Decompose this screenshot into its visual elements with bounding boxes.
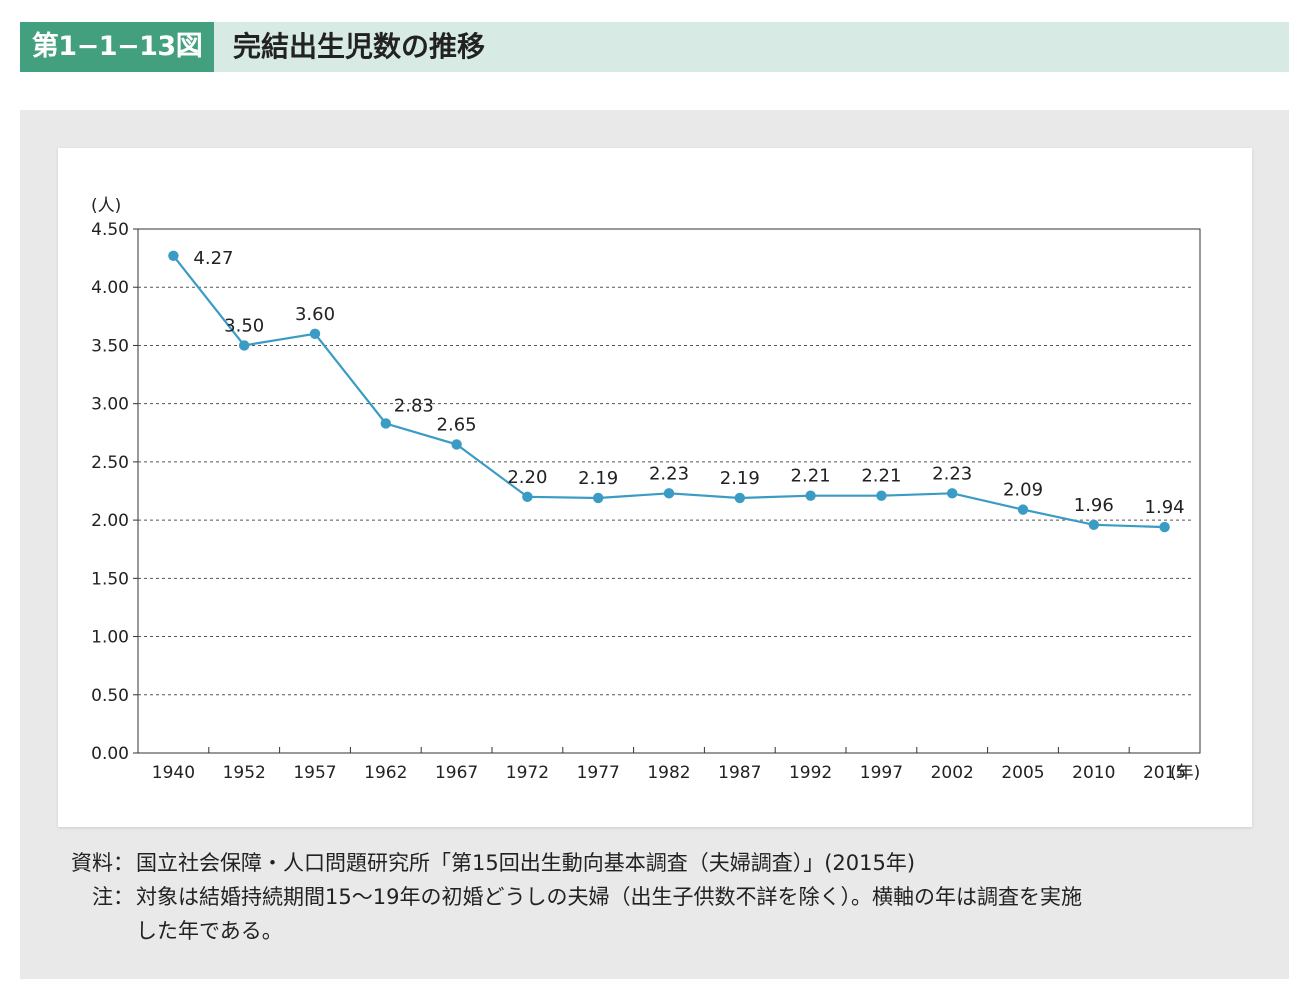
data-point — [239, 340, 250, 351]
x-tick-label: 2010 — [1072, 763, 1115, 783]
x-tick-label: 1952 — [223, 763, 266, 783]
y-axis-unit: (人) — [91, 196, 121, 216]
data-point — [947, 488, 958, 499]
data-point — [1088, 519, 1100, 530]
data-label: 4.27 — [193, 248, 233, 269]
data-label: 1.94 — [1145, 497, 1185, 518]
data-point — [168, 250, 179, 261]
data-point — [1159, 521, 1170, 533]
y-tick-label: 2.00 — [91, 511, 129, 531]
data-label: 2.83 — [394, 395, 434, 416]
x-tick-label: 1967 — [435, 763, 478, 783]
data-point — [805, 490, 816, 501]
chart-card: 0.00 0.50 1.00 1.50 2.00 2.50 3.00 3.50 4.00 4.50… — [58, 148, 1252, 827]
data-label: 2.65 — [437, 414, 477, 435]
x-tick-label: 2015 — [1143, 763, 1186, 783]
data-label: 2.20 — [507, 467, 547, 488]
line-chart: 0.00 0.50 1.00 1.50 2.00 2.50 3.00 3.50 4.00 4.50… — [91, 196, 1201, 783]
x-tick-label: 1997 — [860, 763, 903, 783]
x-tick-label: 1957 — [293, 763, 336, 783]
x-tick-label: 1940 — [152, 763, 195, 783]
y-tick-label: 1.50 — [91, 569, 129, 589]
data-label: 2.21 — [861, 466, 901, 487]
x-tick-label: 1977 — [577, 763, 620, 783]
note-label: 注： — [92, 885, 134, 909]
x-tick-label: 1972 — [506, 763, 549, 783]
data-point — [663, 488, 675, 499]
x-tick-label: 1992 — [789, 763, 832, 783]
data-label: 2.19 — [720, 468, 760, 489]
data-label: 3.50 — [224, 315, 264, 336]
note-text-line-1: 対象は結婚持続期間15〜19年の初婚どうしの夫婦（出生子供数不詳を除く）。横軸の… — [136, 885, 1082, 909]
data-point — [380, 418, 391, 429]
data-label: 2.21 — [791, 466, 831, 487]
y-tick-label: 2.50 — [91, 453, 129, 473]
y-tick-label: 0.00 — [91, 744, 129, 764]
figure-title: 完結出生児数の推移 — [233, 30, 486, 63]
data-label: 2.09 — [1003, 480, 1043, 501]
x-tick-label: 1987 — [718, 763, 761, 783]
plot-area-frame — [137, 228, 1201, 754]
data-point — [593, 492, 604, 504]
y-tick-label: 4.50 — [91, 220, 129, 240]
figure-header: 第1−1−13図 完結出生児数の推移 — [20, 22, 1289, 72]
data-label: 2.19 — [578, 468, 618, 489]
note-text-line-2: した年である。 — [136, 919, 283, 943]
data-point — [876, 490, 887, 501]
data-point — [451, 439, 462, 450]
x-axis-unit: (年) — [1170, 763, 1200, 783]
x-tick-label: 1982 — [647, 763, 690, 783]
y-tick-label: 3.50 — [91, 336, 129, 356]
source-text: 国立社会保障・人口問題研究所「第15回出生動向基本調査（夫婦調査）」(2015年… — [136, 851, 916, 875]
y-tick-label: 3.00 — [91, 395, 129, 415]
x-tick-label: 2005 — [1001, 763, 1044, 783]
y-tick-label: 0.50 — [91, 686, 129, 706]
x-tick-label: 2002 — [931, 763, 974, 783]
data-point — [309, 328, 321, 339]
data-point — [734, 492, 745, 504]
data-label: 2.23 — [932, 463, 972, 484]
x-tick-label: 1962 — [364, 763, 407, 783]
data-point — [522, 491, 533, 503]
y-tick-label: 4.00 — [91, 278, 129, 298]
y-tick-label: 1.00 — [91, 628, 129, 648]
data-label: 1.96 — [1074, 495, 1114, 516]
data-label: 2.23 — [649, 463, 689, 484]
data-point — [1017, 504, 1029, 515]
source-label: 資料： — [71, 851, 134, 875]
figure-number: 第1−1−13図 — [20, 22, 214, 72]
data-label: 3.60 — [295, 304, 335, 325]
